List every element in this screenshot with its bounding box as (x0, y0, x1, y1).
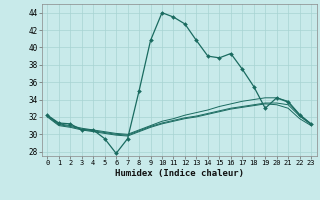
X-axis label: Humidex (Indice chaleur): Humidex (Indice chaleur) (115, 169, 244, 178)
